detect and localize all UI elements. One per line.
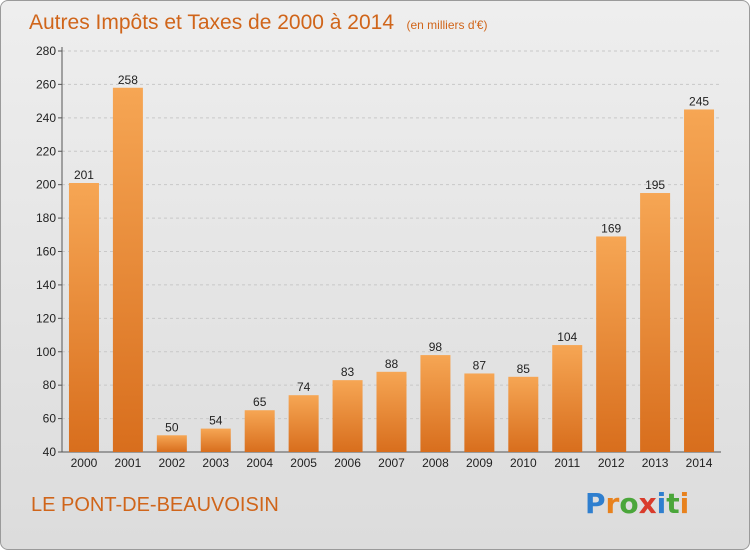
bar [464, 373, 495, 452]
x-tick-label: 2007 [378, 456, 405, 470]
y-tick-label: 140 [36, 278, 56, 292]
proxiti-logo: Proxiti [585, 487, 689, 520]
value-label: 87 [473, 358, 487, 372]
value-label: 245 [689, 94, 709, 108]
x-tick-label: 2005 [290, 456, 317, 470]
x-tick-label: 2010 [510, 456, 537, 470]
bar [596, 236, 627, 452]
y-tick-label: 40 [43, 445, 57, 459]
value-label: 65 [253, 395, 267, 409]
bar [376, 371, 407, 452]
x-tick-label: 2011 [554, 456, 580, 470]
x-tick-label: 2009 [466, 456, 493, 470]
bar [244, 410, 275, 452]
value-label: 74 [297, 380, 311, 394]
y-tick-label: 60 [43, 412, 57, 426]
bar [332, 380, 363, 452]
bar [684, 109, 715, 453]
chart-title: Autres Impôts et Taxes de 2000 à 2014 (e… [29, 11, 487, 34]
x-tick-label: 2004 [246, 456, 273, 470]
grid-lines [62, 50, 721, 420]
value-label: 201 [74, 168, 94, 182]
logo-letter: x [638, 487, 657, 520]
x-tick-label: 2000 [71, 456, 98, 470]
y-tick-label: 160 [36, 245, 56, 259]
chart-title-unit: (en milliers d'€) [406, 18, 487, 32]
logo-letter: P [585, 487, 606, 520]
logo-letter: i [656, 487, 667, 520]
value-label: 85 [517, 362, 531, 376]
bar [552, 345, 583, 452]
x-tick-label: 2013 [642, 456, 669, 470]
value-label: 104 [557, 330, 577, 344]
x-tick-label: 2014 [686, 456, 713, 470]
value-label: 258 [118, 73, 138, 87]
bar [508, 376, 539, 452]
y-tick-label: 280 [36, 44, 56, 58]
bar [68, 182, 99, 452]
logo-letter: o [619, 487, 639, 520]
bars [68, 87, 715, 453]
x-tick-labels: 2000 2001 2002 2003 2004 2005 2006 2007 2008 2009… [71, 456, 713, 470]
logo-letter: t [666, 487, 680, 520]
logo-letter: r [605, 487, 620, 520]
chart-title-main: Autres Impôts et Taxes de 2000 à 2014 [29, 11, 394, 34]
y-tick-label: 240 [36, 111, 56, 125]
x-tick-label: 2006 [334, 456, 361, 470]
y-tick-label: 100 [36, 345, 56, 359]
y-tick-label: 220 [36, 144, 56, 158]
value-label: 88 [385, 357, 399, 371]
x-tick-label: 2008 [422, 456, 449, 470]
value-label: 83 [341, 365, 355, 379]
bar [112, 87, 143, 452]
y-tick-label: 80 [43, 378, 57, 392]
bar [288, 395, 319, 452]
value-label: 50 [165, 420, 179, 434]
value-label: 98 [429, 340, 443, 354]
y-tick-label: 200 [36, 178, 56, 192]
value-labels: 201 258 50 54 65 74 83 88 98 87 85 104 169 195 245 [74, 73, 709, 435]
value-label: 195 [645, 178, 665, 192]
y-tick-label: 260 [36, 77, 56, 91]
y-tick-label: 180 [36, 211, 56, 225]
x-tick-label: 2002 [158, 456, 185, 470]
bar [420, 355, 451, 452]
x-tick-label: 2001 [115, 456, 142, 470]
y-tick-label: 120 [36, 311, 56, 325]
bar [156, 435, 187, 452]
bar [200, 428, 231, 452]
x-tick-label: 2012 [598, 456, 625, 470]
bar [640, 193, 671, 453]
value-label: 54 [209, 414, 223, 428]
y-tick-labels: 40 60 80 100 120 140 160 180 200 220 240 260 280 [36, 44, 56, 459]
logo-letter: i [679, 487, 690, 520]
commune-name: LE PONT-DE-BEAUVOISIN [31, 494, 279, 516]
x-tick-label: 2003 [202, 456, 229, 470]
value-label: 169 [601, 221, 621, 235]
